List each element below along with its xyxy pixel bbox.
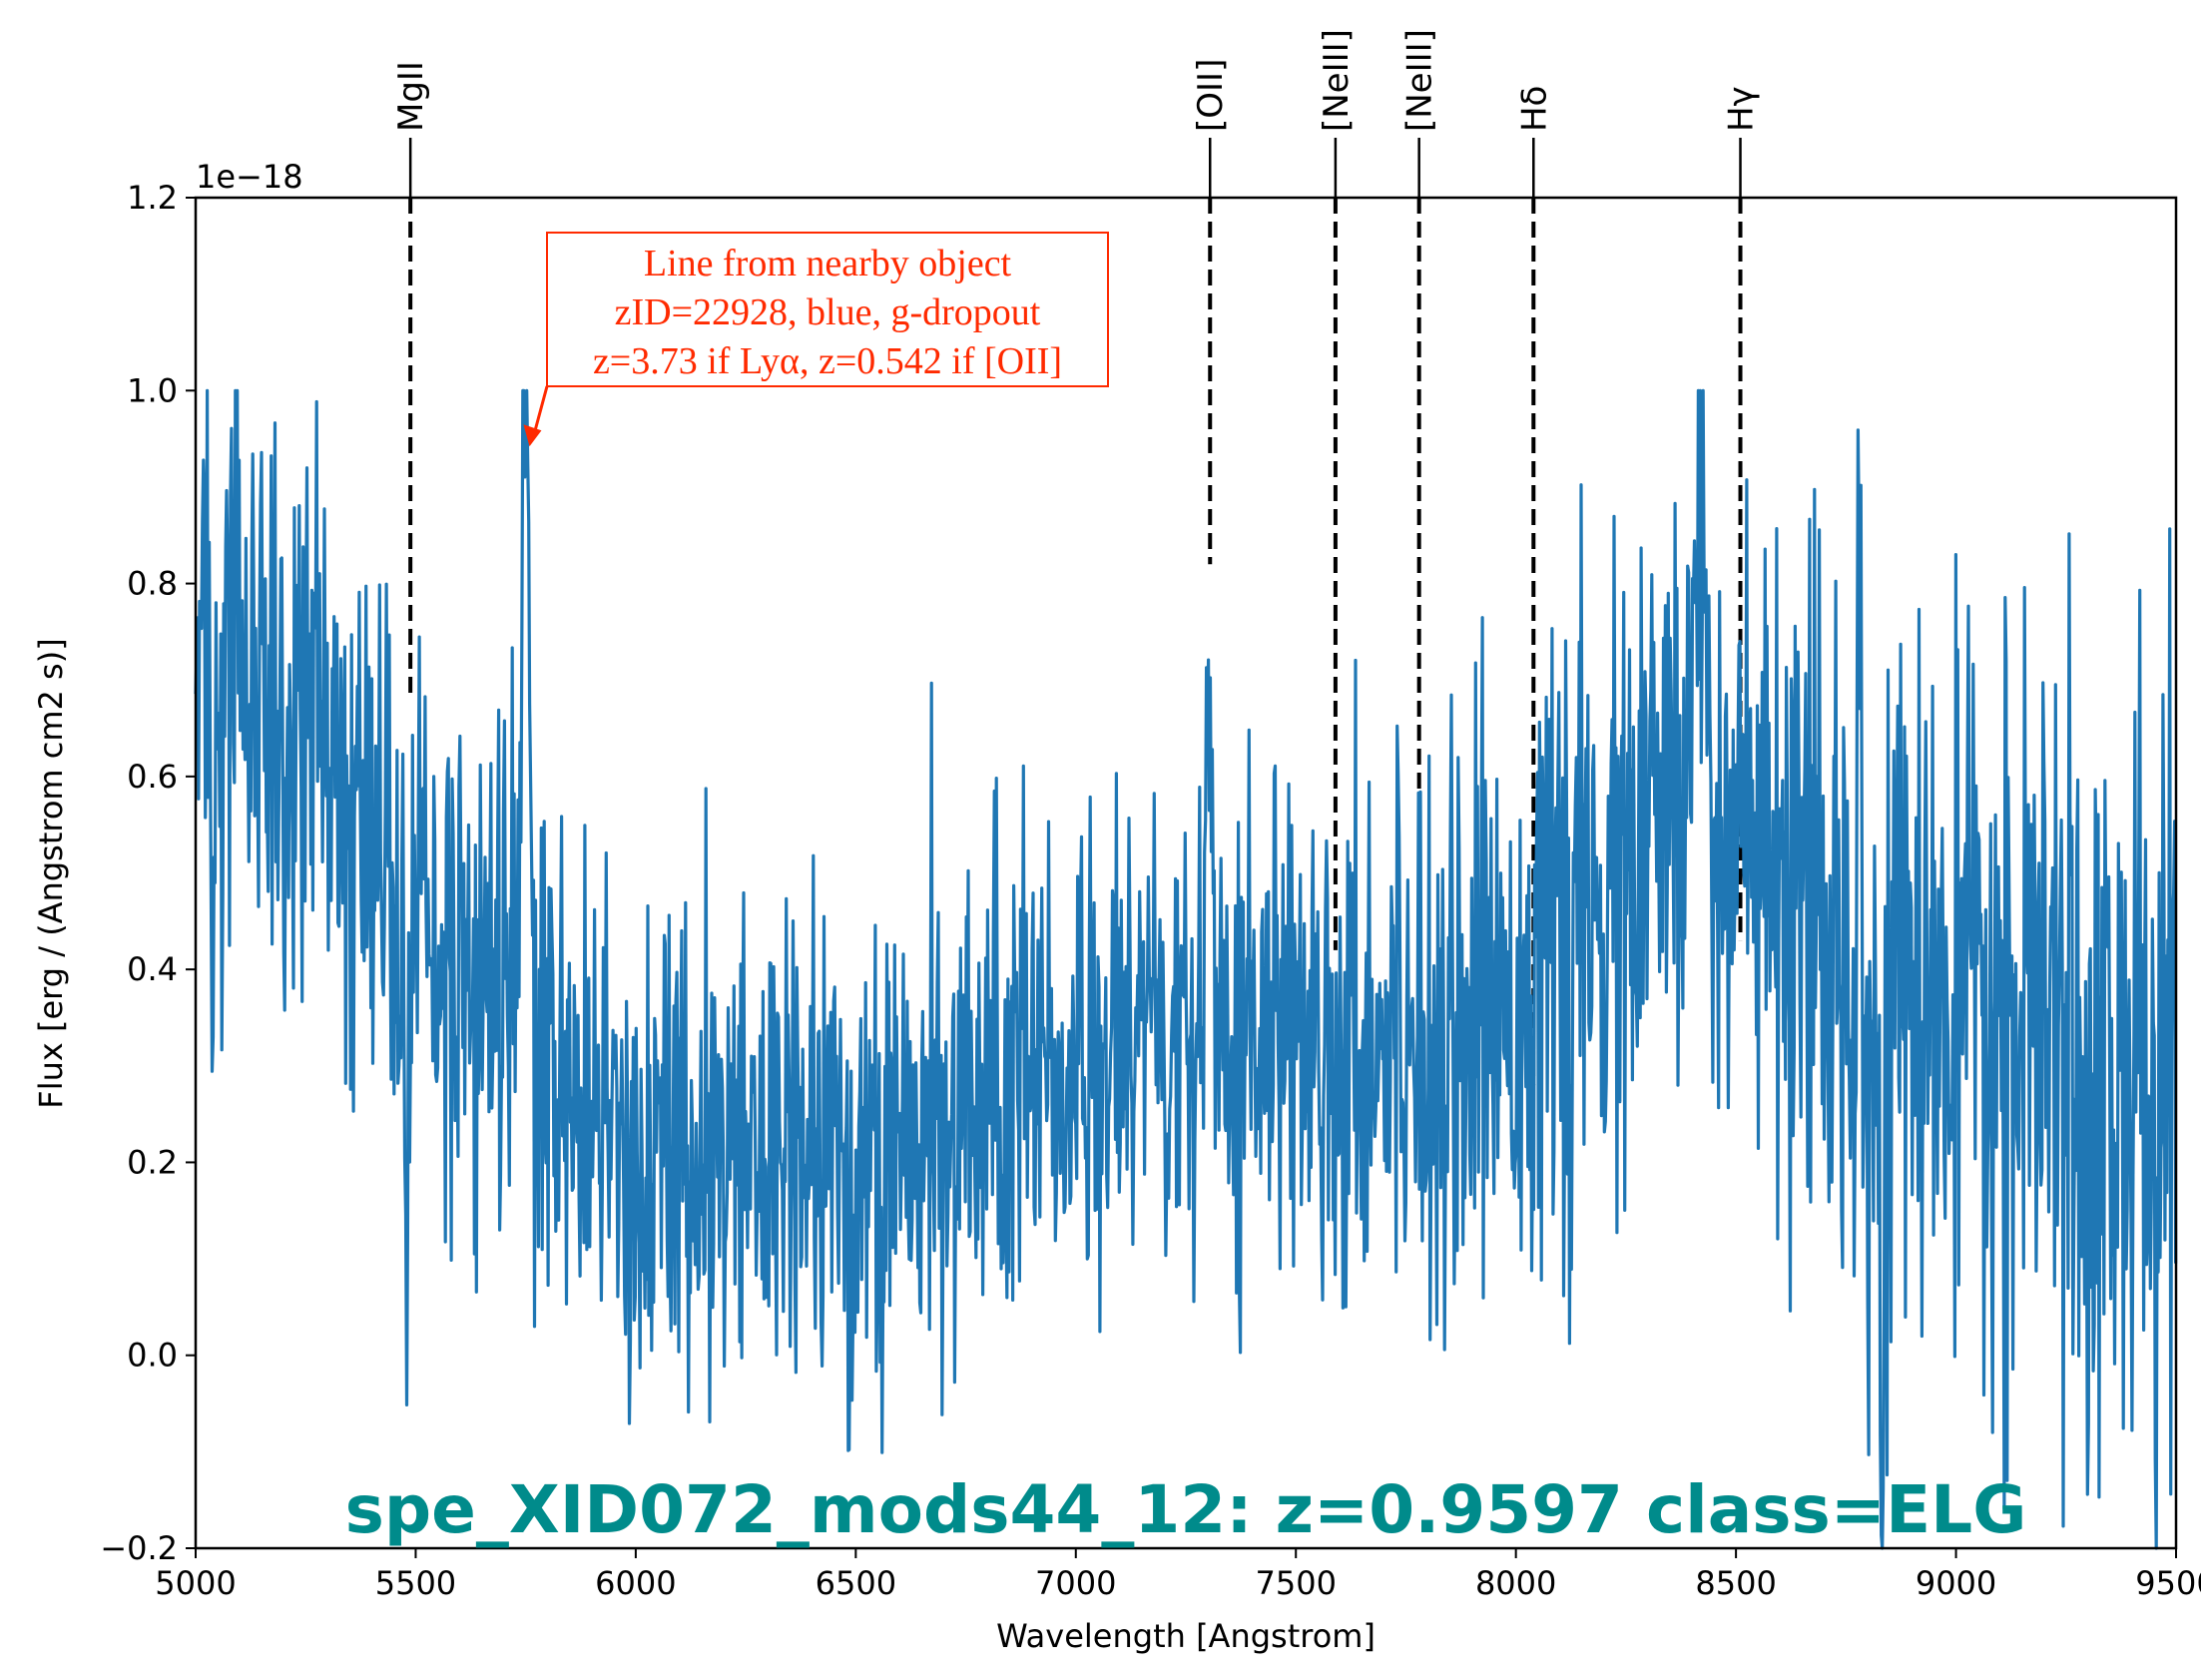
y-tick-label: 0.6: [127, 758, 178, 796]
x-tick-label: 6500: [816, 1564, 896, 1602]
y-offset-text: 1e−18: [196, 158, 303, 196]
annotation-line-1: Line from nearby object: [644, 243, 1012, 284]
x-tick-label: 5000: [155, 1564, 236, 1602]
y-axis-title: Flux [erg / (Angstrom cm2 s)]: [32, 638, 70, 1108]
y-tick-label: 1.2: [127, 179, 178, 217]
emission-line-label: MgII: [391, 61, 431, 132]
annotation-frame: [546, 232, 1109, 387]
emission-line-label: Hγ: [1722, 86, 1762, 132]
x-tick-label: 6000: [595, 1564, 676, 1602]
annotation-arrow: [523, 385, 549, 447]
y-tick-label: 0.2: [127, 1143, 178, 1181]
annotation-box: Line from nearby object zID=22928, blue,…: [546, 232, 1109, 387]
chart-title: spe_XID072_mods44_12: z=0.9597 class=ELG: [345, 1471, 2027, 1548]
flux-line: [194, 388, 2178, 1550]
y-tick-label: 0.8: [127, 565, 178, 603]
y-tick-label: −0.2: [100, 1529, 178, 1567]
x-tick-label: 9500: [2135, 1564, 2201, 1602]
y-tick-label: 1.0: [127, 371, 178, 409]
x-tick-label: 8500: [1695, 1564, 1776, 1602]
emission-line-label: [NeIII]: [1400, 29, 1440, 132]
x-tick-label: 7000: [1035, 1564, 1116, 1602]
arrow-head: [523, 424, 542, 447]
x-axis-title: Wavelength [Angstrom]: [996, 1617, 1376, 1655]
x-tick-label: 8000: [1475, 1564, 1556, 1602]
x-axis-ticks: 5000 5500 6000 6500 7000 7500 8000 8500 9000 9500: [155, 1548, 2201, 1602]
y-tick-label: 0.4: [127, 950, 178, 988]
x-tick-label: 5500: [375, 1564, 456, 1602]
y-tick-label: 0.0: [127, 1337, 178, 1375]
emission-line-label: [OII]: [1191, 59, 1231, 132]
plot-frame: [194, 196, 2178, 1550]
y-axis-ticks: −0.2 0.0 0.2 0.4 0.6 0.8 1.0 1.2: [100, 179, 196, 1567]
x-tick-label: 9000: [1916, 1564, 1996, 1602]
emission-line-label: Hδ: [1514, 86, 1554, 132]
flux-series: [194, 388, 2178, 1550]
arrow-shaft: [532, 385, 549, 437]
emission-line-markers: MgII [OII] [NeIII] [NeIII] Hδ Hγ: [391, 29, 1762, 1086]
annotation-line-2: zID=22928, blue, g-dropout: [615, 291, 1041, 333]
annotation-line-3: z=3.73 if Lyα, z=0.542 if [OII]: [593, 340, 1062, 382]
emission-line-label: [NeIII]: [1317, 29, 1357, 132]
x-tick-label: 7500: [1256, 1564, 1337, 1602]
